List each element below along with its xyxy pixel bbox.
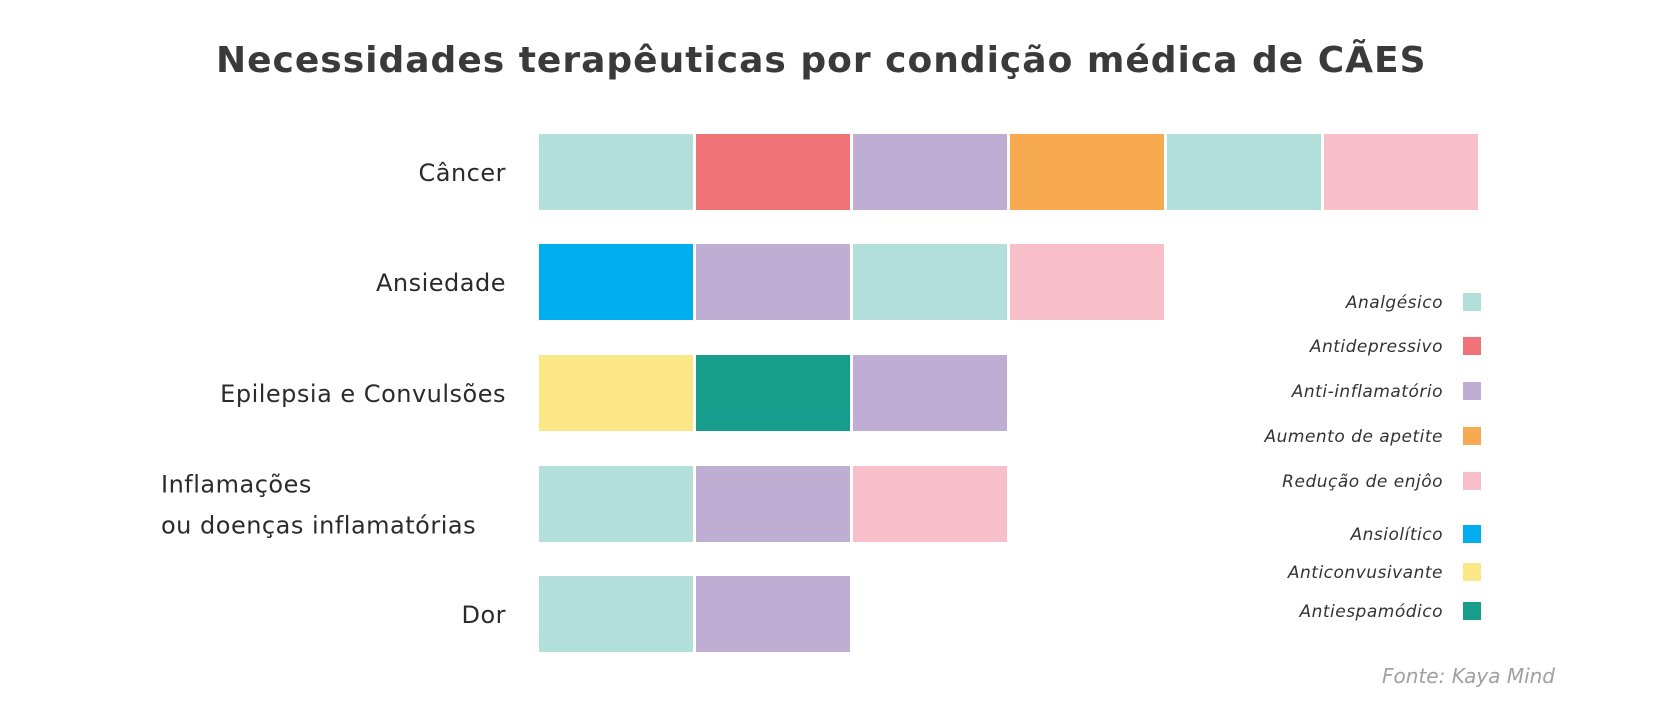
legend-swatch-reducao-de-enjoo <box>1463 472 1481 490</box>
legend-swatch-anticonvusivante <box>1463 563 1481 581</box>
bar-row-3 <box>539 355 1007 431</box>
bar-segment-antiespamodico <box>696 355 850 431</box>
bar-row-2 <box>539 244 1164 320</box>
legend-label-reducao-de-enjoo: Redução de enjôo <box>1282 472 1443 492</box>
bar-row-4 <box>539 466 1007 542</box>
bar-segment-analgesico <box>539 466 693 542</box>
bar-segment-aumento-de-apetite <box>1010 134 1164 210</box>
bar-segment-anti-inflamatorio <box>696 576 850 652</box>
legend-swatch-antidepressivo <box>1463 337 1481 355</box>
source-note: Fonte: Kaya Mind <box>1382 664 1555 688</box>
legend-label-anticonvusivante: Anticonvusivante <box>1287 563 1443 583</box>
row-label: Dor <box>461 601 506 629</box>
bar-segment-analgesico <box>539 576 693 652</box>
bar-segment-anticonvusivante <box>539 355 693 431</box>
legend-swatch-aumento-de-apetite <box>1463 427 1481 445</box>
bar-segment-ansiolitico <box>539 244 693 320</box>
bar-segment-anti-inflamatorio <box>853 355 1007 431</box>
bar-segment-analgesico <box>853 244 1007 320</box>
legend-label-anti-inflamatorio: Anti-inflamatório <box>1291 382 1443 402</box>
bar-segment-antidepressivo <box>696 134 850 210</box>
bar-segment-analgesico <box>539 134 693 210</box>
row-label-line: Inflamações <box>161 471 312 499</box>
bar-segment-anti-inflamatorio <box>853 134 1007 210</box>
row-label: Ansiedade <box>376 269 506 297</box>
bar-segment-anti-inflamatorio <box>696 466 850 542</box>
legend: Analgésico Antidepressivo Anti-inflamatóri… <box>1263 293 1481 622</box>
bar-row-5 <box>539 576 850 652</box>
row-label: Câncer <box>418 159 506 187</box>
legend-label-analgesico: Analgésico <box>1345 293 1443 313</box>
bar-segment-analgesico <box>1167 134 1321 210</box>
legend-swatch-analgesico <box>1463 293 1481 311</box>
legend-label-ansiolitico: Ansiolítico <box>1350 525 1443 545</box>
bar-segment-anti-inflamatorio <box>696 244 850 320</box>
bar-segment-reducao-de-enjoo <box>853 466 1007 542</box>
chart-title: Necessidades terapêuticas por condição m… <box>216 40 1427 81</box>
legend-swatch-anti-inflamatorio <box>1463 382 1481 400</box>
legend-label-antiespamodico: Antiespamódico <box>1298 602 1443 622</box>
bar-segment-reducao-de-enjoo <box>1324 134 1478 210</box>
legend-label-antidepressivo: Antidepressivo <box>1309 337 1443 357</box>
row-label: Epilepsia e Convulsões <box>220 380 506 408</box>
legend-swatch-ansiolitico <box>1463 525 1481 543</box>
row-label-line: ou doenças inflamatórias <box>161 512 476 540</box>
bar-segment-reducao-de-enjoo <box>1010 244 1164 320</box>
legend-swatch-antiespamodico <box>1463 602 1481 620</box>
legend-label-aumento-de-apetite: Aumento de apetite <box>1263 427 1443 447</box>
bar-row-1 <box>539 134 1478 210</box>
